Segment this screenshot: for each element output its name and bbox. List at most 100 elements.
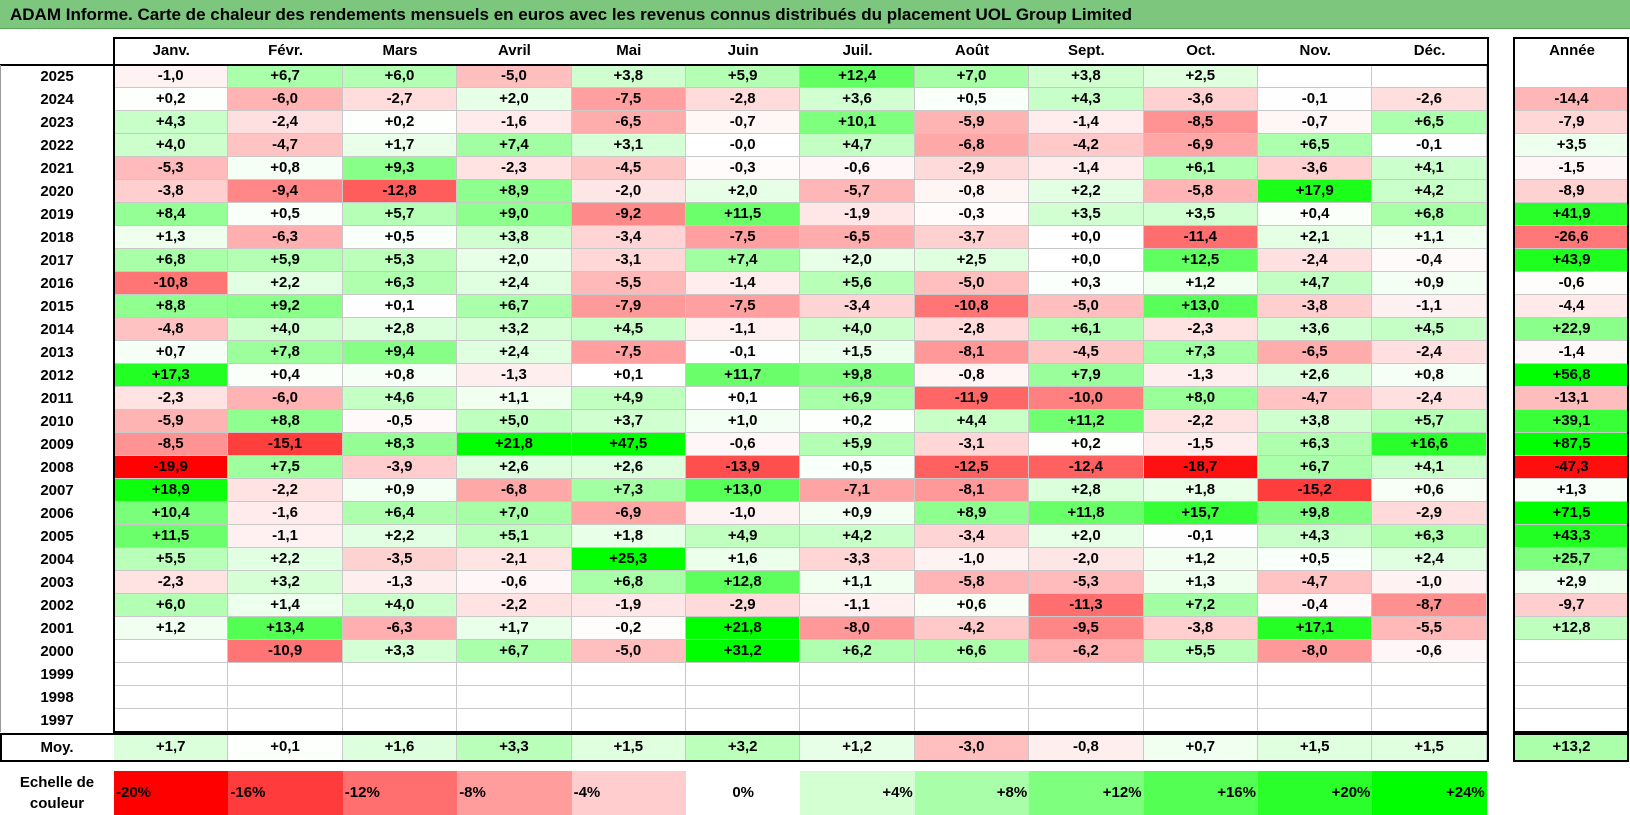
heatmap-cell xyxy=(114,640,229,663)
month-header: Juin xyxy=(727,42,759,59)
heatmap-cell: -4,5 xyxy=(1029,341,1144,364)
year-label: 2001 xyxy=(40,620,74,637)
heatmap-cell: -2,1 xyxy=(457,548,572,571)
heatmap-cell: +11,5 xyxy=(686,203,801,226)
heatmap-cell: -11,4 xyxy=(1143,226,1258,249)
heatmap-cell: -2,2 xyxy=(1143,410,1258,433)
heatmap-cell: +4,2 xyxy=(1372,180,1487,203)
month-header: Août xyxy=(954,42,990,59)
heatmap-cell: -4,2 xyxy=(914,617,1030,640)
heatmap-cell: +6,0 xyxy=(342,65,458,88)
annual-header: Année xyxy=(1549,42,1595,59)
heatmap-cell: +9,8 xyxy=(800,364,915,387)
heatmap-cell: -0,2 xyxy=(571,617,686,640)
heatmap-cell: +9,0 xyxy=(457,203,572,226)
heatmap-cell xyxy=(571,709,686,732)
heatmap-cell: -4,7 xyxy=(1258,571,1373,594)
average-cell: -3,0 xyxy=(914,734,1030,761)
heatmap-cell: -2,0 xyxy=(1029,548,1144,571)
heatmap-cell: -2,3 xyxy=(114,387,229,410)
month-header: Déc. xyxy=(1413,42,1446,59)
heatmap-cell xyxy=(800,686,915,709)
annual-cell: +43,3 xyxy=(1515,525,1629,548)
heatmap-cell: -6,3 xyxy=(342,617,458,640)
heatmap-cell: -2,3 xyxy=(1143,318,1258,341)
heatmap-cell: -15,2 xyxy=(1258,479,1373,502)
heatmap-cell: +1,1 xyxy=(800,571,915,594)
heatmap-cell: +1,0 xyxy=(686,410,801,433)
average-cell: +0,7 xyxy=(1143,734,1258,761)
heatmap-cell xyxy=(1372,686,1487,709)
heatmap-cell: +6,2 xyxy=(800,640,915,663)
heatmap-cell: -1,3 xyxy=(1143,364,1258,387)
heatmap-cell: +6,0 xyxy=(114,594,229,617)
heatmap-cell: +3,7 xyxy=(571,410,686,433)
heatmap-cell: -2,8 xyxy=(686,88,801,111)
heatmap-cell: +7,0 xyxy=(457,502,572,525)
heatmap-cell xyxy=(342,686,458,709)
legend-swatch: -8% xyxy=(457,771,572,815)
year-label: 2006 xyxy=(40,505,74,522)
year-label: 2017 xyxy=(40,252,74,269)
year-label: 2004 xyxy=(40,551,74,568)
heatmap-cell: +21,8 xyxy=(686,617,801,640)
heatmap-cell: -9,2 xyxy=(571,203,686,226)
heatmap-cell: -6,8 xyxy=(457,479,572,502)
heatmap-cell: -8,0 xyxy=(800,617,915,640)
legend-swatch: -12% xyxy=(342,771,458,815)
heatmap-cell: -11,3 xyxy=(1029,594,1144,617)
heatmap-cell: -2,2 xyxy=(457,594,572,617)
heatmap-cell xyxy=(686,686,801,709)
heatmap-cell: +0,5 xyxy=(800,456,915,479)
heatmap-cell: +4,9 xyxy=(686,525,801,548)
heatmap-cell: -18,7 xyxy=(1143,456,1258,479)
heatmap-cell: +6,4 xyxy=(342,502,458,525)
heatmap-cell xyxy=(1258,709,1373,732)
heatmap-cell: +2,2 xyxy=(228,548,343,571)
heatmap-cell: +13,0 xyxy=(686,479,801,502)
annual-cell: -8,9 xyxy=(1515,180,1629,203)
annual-cell xyxy=(1515,686,1629,709)
heatmap-cell xyxy=(114,663,229,686)
legend-swatch: -16% xyxy=(228,771,343,815)
heatmap-cell: -0,7 xyxy=(1258,111,1373,134)
heatmap-cell xyxy=(800,663,915,686)
heatmap-cell xyxy=(1029,686,1144,709)
heatmap-cell: +17,9 xyxy=(1258,180,1373,203)
header-underline xyxy=(0,64,1489,66)
year-label: 2014 xyxy=(40,321,74,338)
legend-swatch: 0% xyxy=(686,771,801,815)
heatmap-cell: -4,2 xyxy=(1029,134,1144,157)
annual-cell: +12,8 xyxy=(1515,617,1629,640)
heatmap-cell: +0,1 xyxy=(686,387,801,410)
heatmap-cell: -0,0 xyxy=(686,134,801,157)
heatmap-cell: +2,6 xyxy=(457,456,572,479)
heatmap-cell: -9,5 xyxy=(1029,617,1144,640)
heatmap-cell: -15,1 xyxy=(228,433,343,456)
heatmap-cell: -5,8 xyxy=(914,571,1030,594)
heatmap-cell: +11,2 xyxy=(1029,410,1144,433)
heatmap-cell: +6,3 xyxy=(342,272,458,295)
heatmap-cell: +8,4 xyxy=(114,203,229,226)
heatmap-cell: +0,1 xyxy=(571,364,686,387)
heatmap-cell: +4,0 xyxy=(342,594,458,617)
heatmap-cell: +13,0 xyxy=(1143,295,1258,318)
heatmap-cell: -12,8 xyxy=(342,180,458,203)
heatmap-cell xyxy=(1258,65,1373,88)
heatmap-cell: +0,6 xyxy=(914,594,1030,617)
year-label: 2020 xyxy=(40,183,74,200)
year-label: 2015 xyxy=(40,298,74,315)
heatmap-cell: +0,2 xyxy=(1029,433,1144,456)
heatmap-cell: +9,4 xyxy=(342,341,458,364)
heatmap-cell: -2,3 xyxy=(114,571,229,594)
heatmap-cell xyxy=(1372,709,1487,732)
annual-cell: +2,9 xyxy=(1515,571,1629,594)
heatmap-cell: -1,1 xyxy=(686,318,801,341)
heatmap-cell: +10,1 xyxy=(800,111,915,134)
heatmap-cell: +18,9 xyxy=(114,479,229,502)
heatmap-cell: +17,3 xyxy=(114,364,229,387)
heatmap-cell: -0,6 xyxy=(800,157,915,180)
heatmap-cell: +6,7 xyxy=(457,640,572,663)
annual-cell: +87,5 xyxy=(1515,433,1629,456)
heatmap-cell: +11,5 xyxy=(114,525,229,548)
